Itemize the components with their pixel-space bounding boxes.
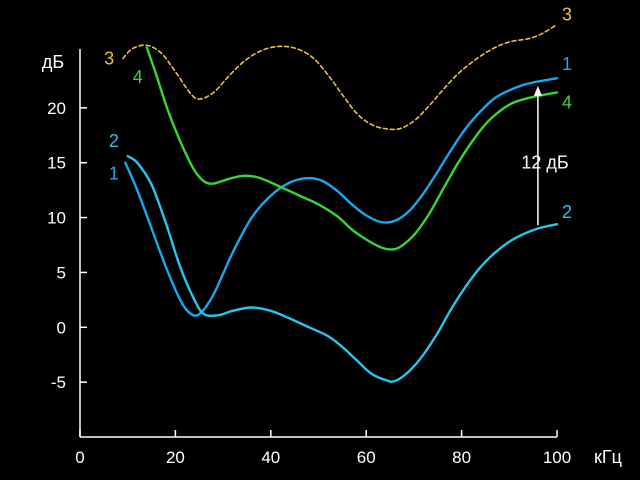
arrow-12db-head: [533, 85, 542, 96]
y-tick-label: 10: [47, 209, 66, 228]
series-1-line: [124, 77, 559, 317]
x-tick-label: 80: [452, 448, 471, 467]
y-tick-label: 5: [57, 263, 66, 282]
y-axis-label: дБ: [42, 52, 64, 72]
curve-label-1: 1: [562, 54, 572, 74]
y-tick-label: 15: [47, 154, 66, 173]
annotations-layer: 12 дБ: [521, 85, 569, 226]
annotation-12db: 12 дБ: [521, 153, 568, 173]
series-layer: [122, 23, 559, 383]
curve-label-4: 4: [562, 92, 572, 112]
x-tick-label: 40: [261, 448, 280, 467]
x-tick-label: 0: [75, 448, 84, 467]
y-tick-label: 0: [57, 318, 66, 337]
x-axis-label: кГц: [594, 447, 622, 467]
axes: -5 0 5 10 15 20 0 20 40 60 80 100 дБ кГц: [42, 49, 622, 467]
y-tick-label: 20: [47, 99, 66, 118]
y-tick-label: -5: [51, 373, 66, 392]
series-3-line: [122, 23, 558, 131]
curve-label-1: 1: [109, 164, 119, 184]
x-tick-label: 100: [543, 448, 571, 467]
curve-label-2: 2: [562, 202, 572, 222]
series-2-line: [126, 154, 559, 383]
curve-label-4: 4: [133, 67, 143, 87]
curve-label-3: 3: [562, 5, 572, 25]
curve-label-3: 3: [104, 48, 114, 68]
curve-label-2: 2: [109, 131, 119, 151]
x-tick-label: 20: [166, 448, 185, 467]
x-tick-label: 60: [357, 448, 376, 467]
series-4-line: [145, 46, 559, 251]
